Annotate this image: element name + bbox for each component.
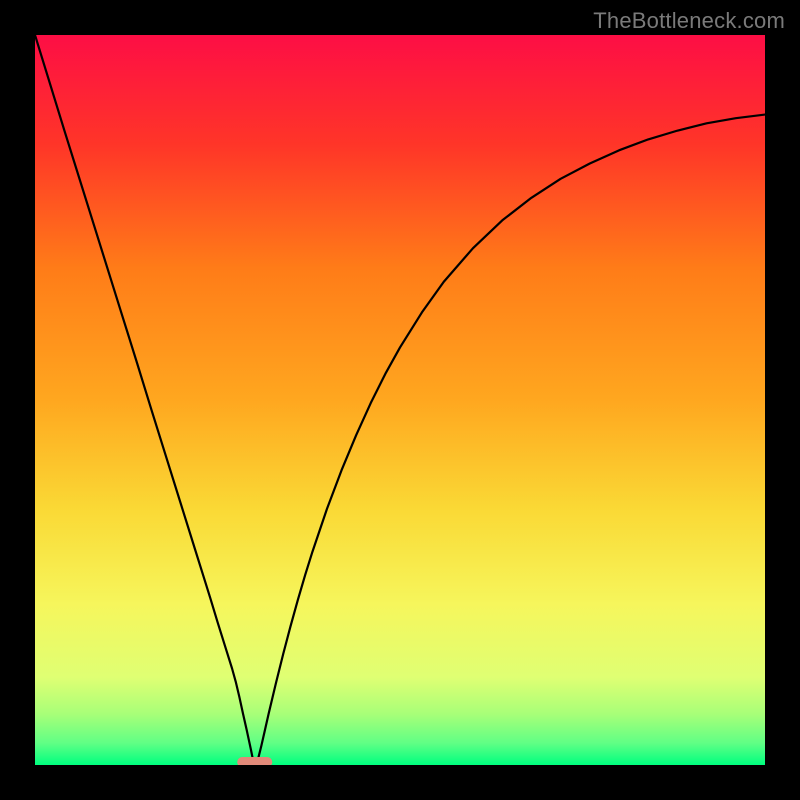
watermark-text: TheBottleneck.com [593, 8, 785, 34]
plot-area [35, 35, 765, 765]
gradient-background [35, 35, 765, 765]
bottleneck-chart [35, 35, 765, 765]
figure-frame: TheBottleneck.com [0, 0, 800, 800]
optimal-point-marker [237, 757, 272, 765]
